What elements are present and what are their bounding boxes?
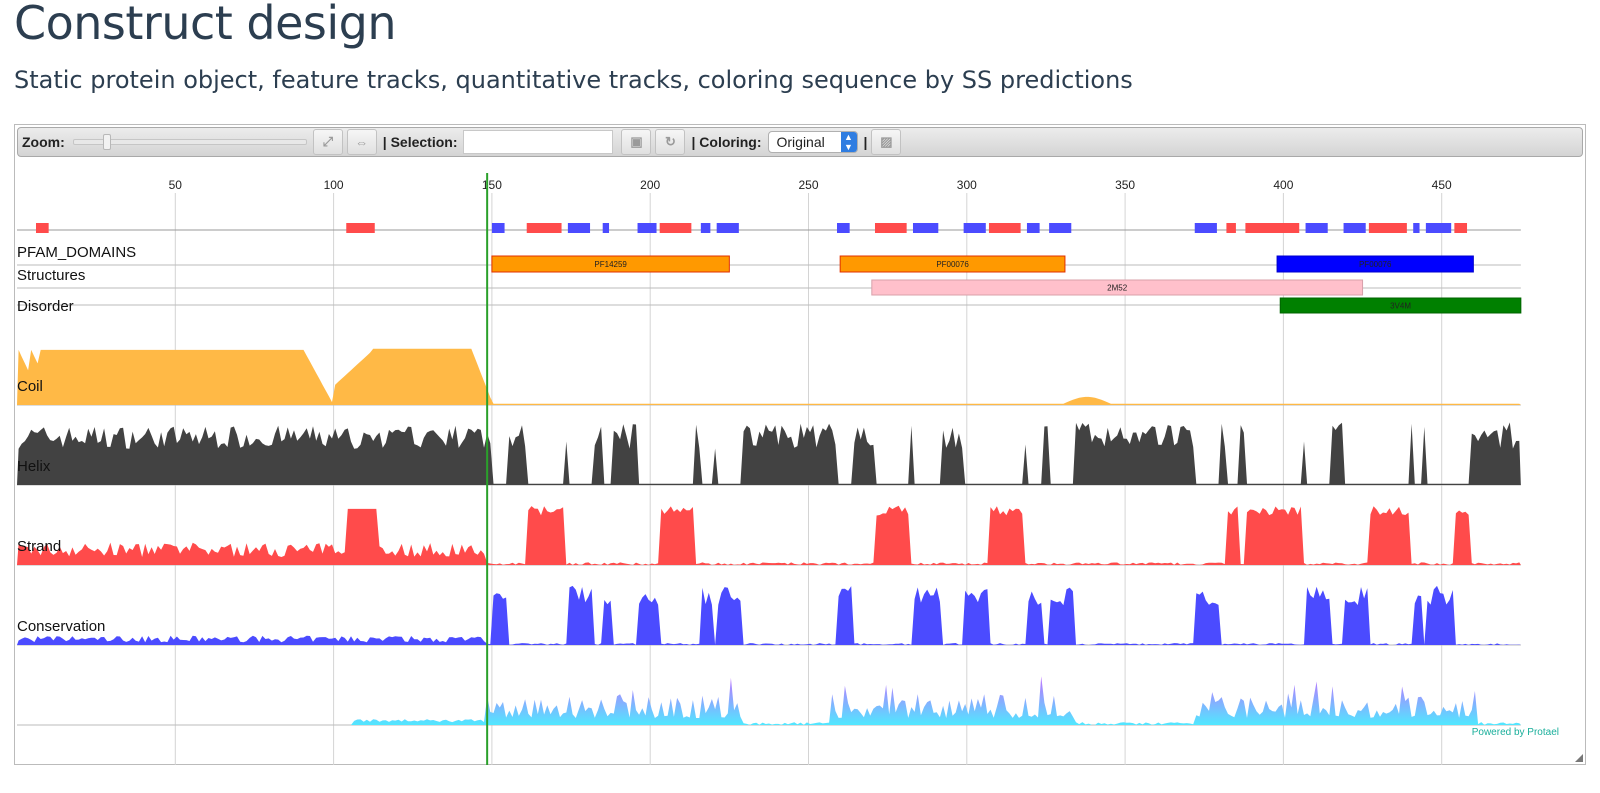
track-label-helix: Helix (17, 458, 51, 475)
coloring-label: | Coloring: (691, 134, 762, 150)
viewer-toolbar: Zoom: ⤢ ⇔ | Selection: ▣ ↻ | Coloring: O… (17, 127, 1583, 157)
coloring-select[interactable]: Original ▲ ▼ (767, 131, 858, 153)
structure[interactable] (1279, 297, 1522, 314)
track-label-strand: Strand (17, 538, 61, 555)
zoom-label: Zoom: (22, 134, 65, 150)
selection-input[interactable] (463, 130, 614, 154)
track-label-disorder: Disorder (17, 298, 74, 315)
ruler-tick-label: 400 (1273, 178, 1293, 192)
ss-element-strand[interactable] (1194, 223, 1217, 233)
select-arrows-icon: ▲ ▼ (840, 132, 857, 152)
ss-element-strand[interactable] (1413, 223, 1420, 233)
ruler-tick-label: 50 (169, 178, 183, 192)
ss-element-helix[interactable] (1454, 223, 1468, 233)
conservation-area[interactable] (17, 676, 1521, 725)
ss-element-helix[interactable] (1226, 223, 1236, 233)
ss-element-strand[interactable] (1305, 223, 1328, 233)
zoom-slider-thumb[interactable] (103, 134, 112, 150)
ss-element-strand[interactable] (1343, 223, 1366, 233)
zoom-fit-icon: ⤢ (322, 134, 333, 149)
helix-area[interactable] (17, 505, 1521, 565)
ss-element-strand[interactable] (963, 223, 986, 233)
disorder-area[interactable] (17, 348, 1521, 405)
coil-area[interactable] (17, 422, 1521, 485)
track-label-pfam: PFAM_DOMAINS (17, 244, 136, 261)
ss-element-helix[interactable] (1245, 223, 1300, 233)
track-label-coil: Coil (17, 378, 43, 395)
ruler-tick-label: 300 (957, 178, 977, 192)
protein-viewer: Zoom: ⤢ ⇔ | Selection: ▣ ↻ | Coloring: O… (14, 124, 1586, 765)
image-export-button[interactable]: ▨ (871, 129, 902, 155)
strand-area[interactable] (17, 585, 1521, 645)
ss-element-strand[interactable] (567, 223, 591, 233)
ruler-tick-label: 150 (482, 178, 502, 192)
resize-grip[interactable] (1575, 754, 1583, 762)
ruler-tick-label: 350 (1115, 178, 1135, 192)
powered-by-link[interactable]: Powered by Protael (1471, 727, 1559, 738)
pfam-domain-label: PF14259 (594, 260, 627, 269)
page-title: Construct design (14, 0, 397, 50)
ss-element-helix[interactable] (346, 223, 375, 233)
protein-tracks-canvas[interactable]: 50 100 150 200 250 300 350 400 450 PF14259 PF00076… (15, 159, 1585, 765)
track-label-structures: Structures (17, 267, 85, 284)
pfam-domain-label: PF00076 (936, 260, 969, 269)
refresh-icon: ↻ (665, 134, 676, 149)
zoom-reset-button[interactable]: ⇔ (346, 129, 377, 155)
ruler-tick-label: 450 (1432, 178, 1452, 192)
structure-label: 2M52 (1107, 284, 1128, 293)
ss-element-strand[interactable] (602, 223, 610, 233)
structure[interactable] (871, 279, 1364, 296)
ss-element-strand[interactable] (1049, 223, 1072, 233)
ss-element-strand[interactable] (1026, 223, 1040, 233)
pfam-domain-label: PF00076 (1359, 260, 1392, 269)
zoom-reset-icon: ⇔ (355, 134, 369, 150)
save-icon: ▣ (630, 134, 643, 149)
pfam-domain[interactable] (491, 255, 730, 273)
zoom-fit-button[interactable]: ⤢ (312, 129, 343, 155)
selection-label: | Selection: (382, 134, 458, 150)
zoom-slider[interactable] (72, 134, 307, 150)
ss-element-helix[interactable] (659, 223, 692, 233)
ruler-tick-label: 100 (324, 178, 344, 192)
save-button[interactable]: ▣ (621, 129, 652, 155)
ss-element-strand[interactable] (836, 223, 850, 233)
ss-element-strand[interactable] (1425, 223, 1452, 233)
ss-element-helix[interactable] (874, 223, 907, 233)
ss-element-strand[interactable] (716, 223, 739, 233)
ss-element-strand[interactable] (912, 223, 939, 233)
toolbar-separator: | (863, 134, 868, 150)
ss-element-strand[interactable] (700, 223, 711, 233)
structure-label: 3V4M (1390, 302, 1411, 311)
coloring-value: Original (776, 134, 825, 150)
ss-element-strand[interactable] (491, 223, 505, 233)
track-label-conservation: Conservation (17, 618, 105, 635)
ss-element-helix[interactable] (526, 223, 562, 233)
ss-element-helix[interactable] (1368, 223, 1407, 233)
image-export-icon: ▨ (880, 134, 893, 149)
refresh-button[interactable]: ↻ (655, 129, 686, 155)
pfam-domain[interactable] (839, 255, 1066, 273)
ss-element-helix[interactable] (988, 223, 1021, 233)
ruler-tick-label: 250 (798, 178, 818, 192)
pfam-domain[interactable] (1276, 255, 1474, 273)
ss-element-strand[interactable] (637, 223, 657, 233)
page-subtitle: Static protein object, feature tracks, q… (14, 66, 1133, 94)
ss-element-helix[interactable] (35, 223, 49, 233)
ruler-tick-label: 200 (640, 178, 660, 192)
